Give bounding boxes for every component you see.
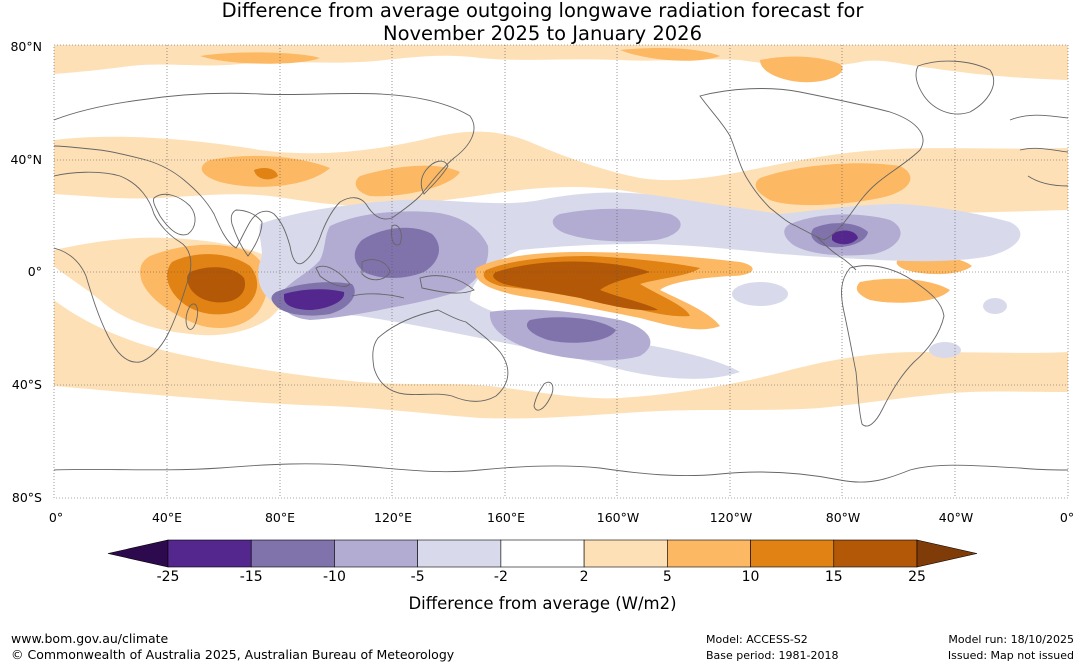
anomaly-region-north-midlat-moderate-pacific bbox=[355, 165, 460, 197]
anomaly-region-arctic-moderate-3 bbox=[200, 52, 320, 64]
colorbar-tick-label: -2 bbox=[493, 569, 508, 585]
colorbar-tick-label: 15 bbox=[824, 569, 843, 585]
anomaly-region-arctic-moderate-2 bbox=[620, 48, 720, 61]
anomaly-region-arctic-moderate bbox=[760, 56, 843, 83]
coastline-madagascar bbox=[185, 303, 199, 330]
gridlines bbox=[54, 45, 1068, 498]
colorbar-swatch bbox=[667, 539, 751, 568]
footer-model-info: Model: ACCESS-S2 Base period: 1981-2018 bbox=[706, 632, 838, 664]
colorbar-tick-label: 10 bbox=[741, 569, 760, 585]
footer-website: www.bom.gov.au/climate bbox=[11, 631, 169, 646]
colorbar-tick-label: 25 bbox=[908, 569, 926, 585]
anomaly-region-eastern-indian-very-strong-negative bbox=[284, 289, 345, 310]
colorbar-swatch bbox=[583, 539, 668, 568]
footer-left: www.bom.gov.au/climate © Commonwealth of… bbox=[11, 631, 454, 663]
colorbar-tick-label: 5 bbox=[662, 569, 672, 585]
anomaly-region-east-pacific-negative bbox=[732, 282, 788, 306]
anomaly-region-arctic-positive bbox=[54, 45, 1068, 80]
coastline-new-guinea bbox=[419, 275, 475, 294]
lon-label-160w: 160°W bbox=[596, 510, 640, 525]
coastline-south-america bbox=[841, 265, 945, 427]
lat-label-80s: 80°S bbox=[11, 490, 42, 505]
anomaly-region-maritime-strong-negative bbox=[354, 227, 439, 278]
coastline-java bbox=[351, 293, 405, 299]
footer-model-run: Model run: 18/10/2025 bbox=[948, 633, 1074, 646]
anomaly-region-central-america-very-strong-negative bbox=[832, 230, 858, 245]
colorbar-label: Difference from average (W/m2) bbox=[408, 594, 677, 613]
footer-copyright: © Commonwealth of Australia 2025, Austra… bbox=[11, 647, 455, 662]
lon-label-40w: 40°W bbox=[938, 510, 974, 525]
footer-base-period: Base period: 1981-2018 bbox=[706, 649, 839, 662]
colorbar-swatch bbox=[167, 539, 252, 568]
lon-label-160e: 160°E bbox=[486, 510, 526, 525]
anomaly-region-tibet-strong bbox=[254, 168, 278, 180]
lon-label-80e: 80°E bbox=[264, 510, 296, 525]
colorbar-swatch bbox=[500, 539, 585, 568]
colorbar-extend-high bbox=[916, 539, 978, 568]
coastline-north-america bbox=[699, 88, 924, 241]
coastline-eurasia bbox=[54, 92, 475, 265]
anomaly-region-south-subtropics-positive bbox=[54, 300, 1068, 419]
anomaly-region-indian-ocean-very-strong bbox=[187, 267, 246, 303]
lon-label-0-left: 0° bbox=[48, 510, 64, 525]
colorbar-swatch bbox=[833, 539, 918, 568]
footer-issued: Issued: Map not issued bbox=[947, 649, 1074, 662]
lat-label-80n: 80°N bbox=[10, 39, 42, 54]
lon-label-0-right: 0° bbox=[1059, 510, 1075, 525]
colorbar-tick-label: -25 bbox=[156, 569, 180, 585]
colorbar-tick-label: -10 bbox=[323, 569, 346, 585]
coastline-africa bbox=[54, 171, 192, 363]
lon-label-120w: 120°W bbox=[709, 510, 753, 525]
colorbar-extend-low bbox=[107, 539, 169, 568]
anomaly-region-south-atlantic-negative bbox=[929, 342, 961, 358]
colorbar-swatch bbox=[250, 539, 335, 568]
anomaly-field bbox=[54, 45, 1068, 419]
map-title: Difference from average outgoing longwav… bbox=[0, 0, 1085, 45]
lat-label-40s: 40°S bbox=[11, 377, 42, 392]
coastline-antarctica bbox=[54, 463, 1068, 483]
colorbar-tick-label: -5 bbox=[410, 569, 425, 585]
coastline-arabia bbox=[153, 193, 196, 236]
lon-label-80w: 80°W bbox=[825, 510, 861, 525]
footer-run-info: Model run: 18/10/2025 Issued: Map not is… bbox=[948, 632, 1074, 664]
anomaly-region-south-america-positive bbox=[856, 278, 950, 303]
coastline-sumatra bbox=[315, 265, 351, 287]
lat-label-40n: 40°N bbox=[10, 152, 42, 167]
coastline-europe bbox=[1009, 114, 1068, 187]
lat-label-equator: 0° bbox=[27, 264, 42, 279]
coastline-philippines bbox=[391, 224, 402, 246]
lon-label-40e: 40°E bbox=[151, 510, 183, 525]
map-title-line1: Difference from average outgoing longwav… bbox=[221, 0, 864, 22]
coastline-japan bbox=[420, 160, 449, 195]
coastline-india bbox=[230, 209, 263, 257]
lon-label-120e: 120°E bbox=[373, 510, 413, 525]
coastline-australia bbox=[372, 309, 509, 402]
anomaly-region-north-america-moderate bbox=[755, 163, 911, 206]
footer-model: Model: ACCESS-S2 bbox=[706, 633, 808, 646]
map-title-line2: November 2025 to January 2026 bbox=[383, 21, 702, 45]
anomaly-region-atlantic-negative bbox=[983, 298, 1007, 314]
colorbar-swatch bbox=[417, 539, 502, 568]
colorbar-swatch bbox=[334, 539, 418, 568]
coastline-borneo bbox=[361, 259, 391, 281]
map-frame bbox=[53, 44, 1069, 499]
coastline-greenland bbox=[915, 60, 995, 115]
colorbar-tick-label: -15 bbox=[239, 569, 263, 585]
anomaly-region-south-pacific-strong-negative bbox=[526, 317, 616, 343]
colorbar-tick-label: 2 bbox=[579, 569, 589, 585]
colorbar-swatch bbox=[750, 539, 835, 568]
